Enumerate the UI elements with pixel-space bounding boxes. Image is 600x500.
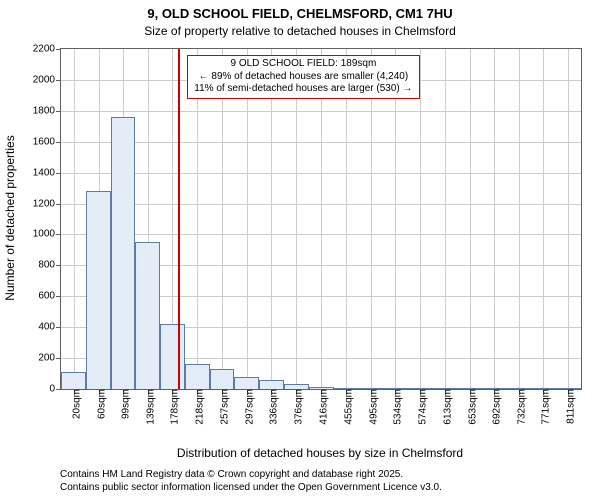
xtick-label: 653sqm (461, 389, 478, 425)
ytick-label: 2000 (33, 74, 61, 85)
xtick-label: 534sqm (387, 389, 404, 425)
xtick-label: 178sqm (164, 389, 181, 425)
chart-title: 9, OLD SCHOOL FIELD, CHELMSFORD, CM1 7HU (0, 6, 600, 21)
attribution-line-2: Contains public sector information licen… (60, 481, 442, 494)
xtick-label: 692sqm (486, 389, 503, 425)
x-axis-label: Distribution of detached houses by size … (60, 446, 580, 460)
histogram-bar (185, 364, 210, 389)
xtick-label: 99sqm (114, 389, 131, 419)
gridline-vertical (420, 49, 421, 389)
xtick-label: 218sqm (189, 389, 206, 425)
histogram-bar (532, 388, 556, 389)
gridline-vertical (346, 49, 347, 389)
histogram-bar (433, 388, 457, 389)
gridline-vertical (494, 49, 495, 389)
xtick-label: 336sqm (263, 389, 280, 425)
ytick-label: 1000 (33, 229, 61, 240)
histogram-bar (358, 388, 383, 389)
histogram-bar (507, 388, 532, 389)
histogram-bar (259, 380, 283, 389)
xtick-label: 416sqm (313, 389, 330, 425)
gridline-vertical (222, 49, 223, 389)
histogram-bar (457, 388, 482, 389)
ytick-label: 200 (38, 353, 61, 364)
ytick-label: 1400 (33, 167, 61, 178)
histogram-bar (556, 388, 581, 389)
xtick-label: 257sqm (213, 389, 230, 425)
xtick-label: 297sqm (238, 389, 255, 425)
plot-area: 0200400600800100012001400160018002000220… (60, 48, 582, 390)
annotation-line-3: 11% of semi-detached houses are larger (… (194, 83, 412, 96)
xtick-label: 732sqm (511, 389, 528, 425)
marker-line (178, 49, 180, 389)
histogram-bar (234, 377, 259, 389)
ytick-label: 1200 (33, 198, 61, 209)
ytick-label: 1600 (33, 136, 61, 147)
xtick-label: 455sqm (337, 389, 354, 425)
histogram-bar (61, 372, 86, 389)
gridline-vertical (321, 49, 322, 389)
xtick-label: 771sqm (535, 389, 552, 425)
xtick-label: 574sqm (412, 389, 429, 425)
histogram-bar (135, 242, 160, 389)
attribution-line-1: Contains HM Land Registry data © Crown c… (60, 468, 442, 481)
gridline-vertical (296, 49, 297, 389)
xtick-label: 60sqm (90, 389, 107, 419)
ytick-label: 400 (38, 322, 61, 333)
xtick-label: 811sqm (560, 389, 577, 424)
chart-subtitle: Size of property relative to detached ho… (0, 24, 600, 38)
gridline-vertical (395, 49, 396, 389)
ytick-label: 2200 (33, 44, 61, 55)
gridline-vertical (543, 49, 544, 389)
ytick-label: 0 (49, 384, 61, 395)
ytick-label: 600 (38, 291, 61, 302)
histogram-bar (309, 387, 334, 389)
gridline-vertical (519, 49, 520, 389)
xtick-label: 376sqm (288, 389, 305, 425)
gridline-vertical (247, 49, 248, 389)
histogram-bar (111, 117, 135, 389)
gridline-vertical (197, 49, 198, 389)
histogram-bar (160, 324, 184, 389)
gridline-vertical (74, 49, 75, 389)
ytick-label: 1800 (33, 105, 61, 116)
xtick-label: 613sqm (436, 389, 453, 425)
xtick-label: 139sqm (139, 389, 156, 425)
histogram-bar (383, 388, 407, 389)
gridline-vertical (568, 49, 569, 389)
gridline-vertical (371, 49, 372, 389)
gridline-vertical (470, 49, 471, 389)
histogram-bar (86, 191, 111, 389)
annotation-line-1: 9 OLD SCHOOL FIELD: 189sqm (194, 58, 412, 71)
gridline-vertical (445, 49, 446, 389)
chart-container: 9, OLD SCHOOL FIELD, CHELMSFORD, CM1 7HU… (0, 0, 600, 500)
histogram-bar (482, 388, 506, 389)
y-axis-label: Number of detached properties (3, 135, 17, 300)
histogram-bar (210, 369, 234, 389)
histogram-bar (334, 388, 358, 389)
histogram-bar (284, 384, 309, 389)
histogram-bar (408, 388, 433, 389)
xtick-label: 20sqm (65, 389, 82, 419)
gridline-vertical (271, 49, 272, 389)
xtick-label: 495sqm (362, 389, 379, 425)
ytick-label: 800 (38, 260, 61, 271)
attribution-text: Contains HM Land Registry data © Crown c… (60, 468, 442, 494)
annotation-line-2: ← 89% of detached houses are smaller (4,… (194, 71, 412, 84)
annotation-box: 9 OLD SCHOOL FIELD: 189sqm ← 89% of deta… (187, 55, 419, 99)
